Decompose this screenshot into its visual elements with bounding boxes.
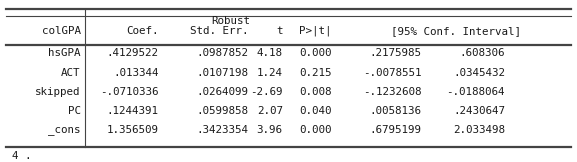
Text: 0.000: 0.000 (299, 125, 332, 135)
Text: t: t (276, 26, 283, 36)
Text: 4 .: 4 . (12, 151, 31, 161)
Text: 2.033498: 2.033498 (453, 125, 505, 135)
Text: .3423354: .3423354 (196, 125, 248, 135)
Text: 0.215: 0.215 (299, 68, 332, 78)
Text: -.0188064: -.0188064 (447, 87, 505, 97)
Text: 1.24: 1.24 (257, 68, 283, 78)
Text: 4.18: 4.18 (257, 48, 283, 58)
Text: .0107198: .0107198 (196, 68, 248, 78)
Text: 2.07: 2.07 (257, 106, 283, 116)
Text: .0987852: .0987852 (196, 48, 248, 58)
Text: .2175985: .2175985 (369, 48, 421, 58)
Text: ACT: ACT (61, 68, 81, 78)
Text: .608306: .608306 (459, 48, 505, 58)
Text: Coef.: Coef. (126, 26, 159, 36)
Text: P>|t|: P>|t| (299, 26, 332, 36)
Text: Std. Err.: Std. Err. (190, 26, 248, 36)
Text: .4129522: .4129522 (107, 48, 159, 58)
Text: skipped: skipped (35, 87, 81, 97)
Text: .013344: .013344 (113, 68, 159, 78)
Text: _cons: _cons (48, 125, 81, 135)
Text: Robust: Robust (211, 16, 250, 26)
Text: .2430647: .2430647 (453, 106, 505, 116)
Text: -2.69: -2.69 (250, 87, 283, 97)
Text: .1244391: .1244391 (107, 106, 159, 116)
Text: .0058136: .0058136 (369, 106, 421, 116)
Text: .0599858: .0599858 (196, 106, 248, 116)
Text: 0.008: 0.008 (299, 87, 332, 97)
Text: 3.96: 3.96 (257, 125, 283, 135)
Text: hsGPA: hsGPA (48, 48, 81, 58)
Text: 0.040: 0.040 (299, 106, 332, 116)
Text: 1.356509: 1.356509 (107, 125, 159, 135)
Text: colGPA: colGPA (42, 26, 81, 36)
Text: .6795199: .6795199 (369, 125, 421, 135)
Text: .0345432: .0345432 (453, 68, 505, 78)
Text: .0264099: .0264099 (196, 87, 248, 97)
Text: 0.000: 0.000 (299, 48, 332, 58)
Text: [95% Conf. Interval]: [95% Conf. Interval] (391, 26, 521, 36)
Text: -.0078551: -.0078551 (363, 68, 421, 78)
Text: -.0710336: -.0710336 (100, 87, 159, 97)
Text: PC: PC (68, 106, 81, 116)
Text: -.1232608: -.1232608 (363, 87, 421, 97)
